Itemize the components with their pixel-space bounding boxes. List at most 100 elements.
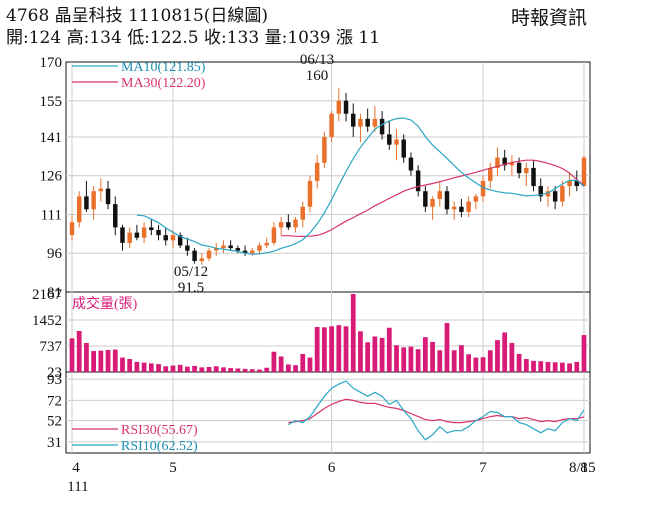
volume-bar: [76, 330, 82, 372]
rsi-tick-label: 93: [47, 372, 62, 388]
candle-body: [473, 196, 479, 202]
volume-bar: [177, 364, 183, 372]
volume-bar: [322, 327, 327, 372]
volume-bar: [372, 336, 378, 372]
volume-bar: [192, 365, 197, 372]
candle-body: [69, 222, 75, 236]
volume-bar: [170, 365, 176, 372]
candle-body: [574, 180, 580, 187]
volume-bar: [307, 357, 313, 372]
volume-bar: [257, 369, 262, 372]
candle-body: [552, 191, 558, 202]
price-tick-label: 170: [40, 55, 63, 71]
candle-body: [134, 232, 140, 238]
volume-bar: [430, 341, 435, 372]
price-tick-label: 126: [40, 169, 63, 185]
stat-change: 漲 11: [336, 28, 381, 48]
candle-body: [264, 242, 269, 246]
volume-title: 成交量(張): [72, 295, 138, 312]
gridlines: [66, 62, 590, 453]
volume-bar: [509, 343, 515, 372]
ma10-line: [136, 117, 585, 255]
month-tick-label: 8: [580, 460, 588, 476]
volume-bar: [559, 362, 565, 372]
price-tick-label: 81: [47, 285, 62, 301]
month-tick-label: 5: [169, 460, 177, 476]
price-tick-label: 96: [47, 246, 63, 262]
candle-body: [192, 250, 197, 261]
candle-body: [149, 227, 154, 230]
candle-body: [163, 235, 168, 241]
candle-body: [545, 191, 551, 197]
volume-bar: [437, 350, 443, 372]
volume-bar: [206, 367, 212, 372]
candle-body: [437, 191, 443, 199]
rsi-tick-label: 52: [47, 414, 62, 430]
candle-body: [271, 227, 277, 243]
candle-body: [423, 191, 428, 207]
candle-body: [509, 162, 515, 166]
candle-body: [113, 204, 118, 228]
volume-bar: [401, 347, 407, 372]
volume-bar: [148, 363, 154, 372]
volume-bar: [120, 357, 125, 372]
chart-title: 4768 晶呈科技 1110815(日線圖): [6, 6, 268, 26]
candle-body: [415, 170, 421, 192]
volume-bar: [365, 342, 371, 372]
volume-bar: [112, 349, 118, 372]
candle-body: [401, 139, 406, 158]
price-panel: MA10(121.85)MA30(122.20): [69, 60, 587, 265]
candle-body: [581, 157, 587, 187]
volume-tick-label: 737: [40, 339, 63, 355]
candle-body: [488, 167, 493, 181]
ma10-legend-label: MA10(121.85): [121, 60, 206, 75]
volume-bar: [314, 326, 320, 372]
volume-panel: 成交量(張): [69, 294, 587, 372]
volume-bar: [105, 349, 111, 372]
candle-body: [430, 198, 435, 207]
month-tick-label: 8/15: [569, 460, 596, 476]
candle-body: [105, 188, 111, 205]
candle-body: [387, 134, 392, 145]
volume-bar: [249, 369, 255, 372]
volume-bar: [487, 350, 493, 372]
stat-open: 開:124: [6, 28, 62, 48]
candle-body: [98, 188, 104, 192]
candle-body: [278, 222, 284, 228]
candle-body: [300, 206, 305, 220]
candle-body: [394, 139, 399, 145]
candle-body: [286, 222, 291, 228]
volume-bar: [502, 332, 508, 372]
volume-bar: [473, 357, 479, 372]
candle-body: [451, 206, 457, 210]
volume-bar: [134, 361, 140, 372]
volume-bar: [358, 331, 363, 372]
candle-body: [314, 162, 320, 181]
candle-body: [170, 235, 176, 241]
year-label: 111: [67, 479, 88, 495]
volume-bar: [156, 364, 161, 372]
volume-bar: [264, 367, 270, 372]
ma30-line: [281, 159, 585, 238]
volume-bar: [523, 359, 529, 372]
candle-body: [156, 229, 161, 236]
candle-body: [76, 196, 82, 223]
candle-body: [199, 258, 205, 261]
low-value-annotation: 91.5: [178, 280, 204, 296]
candle-body: [213, 248, 219, 251]
rsi30-line: [288, 398, 585, 424]
volume-bar: [415, 349, 421, 372]
stat-low: 低:122.5: [127, 28, 199, 48]
volume-bar: [84, 343, 89, 372]
candle-body: [495, 157, 500, 168]
chart-date: 1110815: [128, 6, 204, 26]
candle-body: [322, 136, 327, 163]
candle-body: [516, 162, 522, 174]
volume-bar: [567, 363, 572, 372]
candle-body: [502, 157, 507, 166]
month-tick-label: 6: [328, 460, 336, 476]
volume-bar: [293, 365, 298, 372]
stock-code: 4768: [6, 6, 50, 26]
volume-tick-label: 1452: [32, 313, 62, 329]
price-stats: 開:124 高:134 低:122.5 收:133 量:1039 漲 11: [6, 28, 380, 48]
